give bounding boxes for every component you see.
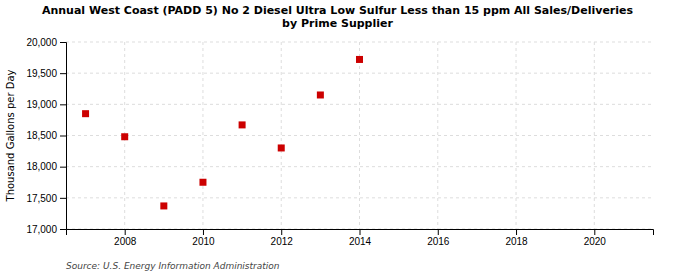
grid-line bbox=[66, 73, 653, 74]
tick: 2020 bbox=[584, 229, 607, 247]
y-axis-label: Thousand Gallons per Day bbox=[5, 69, 16, 202]
tick-mark bbox=[594, 229, 595, 235]
tick: 17,000 bbox=[26, 224, 66, 235]
point bbox=[239, 121, 246, 128]
point bbox=[278, 144, 285, 151]
tick: 2016 bbox=[427, 229, 450, 247]
tick: 20,000 bbox=[26, 37, 66, 48]
grid-line bbox=[66, 42, 653, 43]
grid-line bbox=[281, 42, 282, 229]
x-axis: 2008 2010 2012 2014 2016 2018 2020 bbox=[67, 229, 654, 247]
grid bbox=[66, 42, 653, 229]
tick-mark bbox=[438, 229, 439, 235]
tick-label: 2010 bbox=[192, 236, 215, 247]
point bbox=[160, 202, 167, 209]
grid-line bbox=[66, 135, 653, 136]
chart: 2008 2010 2012 2014 2016 2018 2020 17,000 17,500… bbox=[0, 0, 675, 275]
axis-line bbox=[60, 43, 67, 230]
tick-label: 2012 bbox=[271, 236, 294, 247]
tick-label: 18,000 bbox=[26, 161, 57, 172]
plot: 2008 2010 2012 2014 2016 2018 2020 17,000 17,500… bbox=[26, 37, 653, 247]
tick-mark bbox=[125, 229, 126, 235]
tick-mark bbox=[360, 229, 361, 235]
tick: 19,000 bbox=[26, 99, 66, 110]
tick-mark bbox=[60, 167, 66, 168]
tick-mark bbox=[60, 229, 66, 230]
tick-mark bbox=[516, 229, 517, 235]
tick-label: 17,500 bbox=[26, 193, 57, 204]
tick: 18,000 bbox=[26, 161, 66, 172]
title: Annual West Coast (PADD 5) No 2 Diesel U… bbox=[42, 4, 634, 30]
tick: 19,500 bbox=[26, 68, 66, 79]
y-axis: 17,000 17,500 18,000 18,500 19,000 19,500 20,0… bbox=[26, 37, 66, 235]
tick-label: 17,000 bbox=[26, 224, 57, 235]
tick: 2014 bbox=[349, 229, 372, 247]
tick: 2018 bbox=[505, 229, 528, 247]
tick: 2012 bbox=[271, 229, 294, 247]
tick-label: 18,500 bbox=[26, 130, 57, 141]
tick-label: 2014 bbox=[349, 236, 372, 247]
tick-label: 2016 bbox=[427, 236, 450, 247]
grid-line bbox=[359, 42, 360, 229]
tick-label: 2008 bbox=[114, 236, 137, 247]
tick-mark bbox=[60, 73, 66, 74]
tick-mark bbox=[60, 42, 66, 43]
tick-label: 2018 bbox=[505, 236, 528, 247]
tick: 2010 bbox=[192, 229, 215, 247]
point bbox=[82, 110, 89, 117]
grid-line bbox=[202, 42, 203, 229]
tick-mark bbox=[203, 229, 204, 235]
tick-label: 19,500 bbox=[26, 68, 57, 79]
tick-mark bbox=[281, 229, 282, 235]
tick-mark bbox=[60, 104, 66, 105]
tick-label: 19,000 bbox=[26, 99, 57, 110]
points bbox=[82, 56, 363, 209]
grid-line bbox=[66, 197, 653, 198]
tick: 17,500 bbox=[26, 193, 66, 204]
grid-line bbox=[66, 104, 653, 105]
point bbox=[317, 91, 324, 98]
point bbox=[199, 179, 206, 186]
grid-line bbox=[66, 166, 653, 167]
tick-label: 2020 bbox=[584, 236, 607, 247]
tick: 2008 bbox=[114, 229, 137, 247]
tick-label: 20,000 bbox=[26, 37, 57, 48]
tick: 18,500 bbox=[26, 130, 66, 141]
axis-line bbox=[67, 230, 654, 236]
annotation: Source: U.S. Energy Information Administ… bbox=[66, 261, 280, 271]
tick-mark bbox=[60, 198, 66, 199]
point bbox=[121, 133, 128, 140]
point bbox=[356, 56, 363, 63]
tick-mark bbox=[60, 136, 66, 137]
